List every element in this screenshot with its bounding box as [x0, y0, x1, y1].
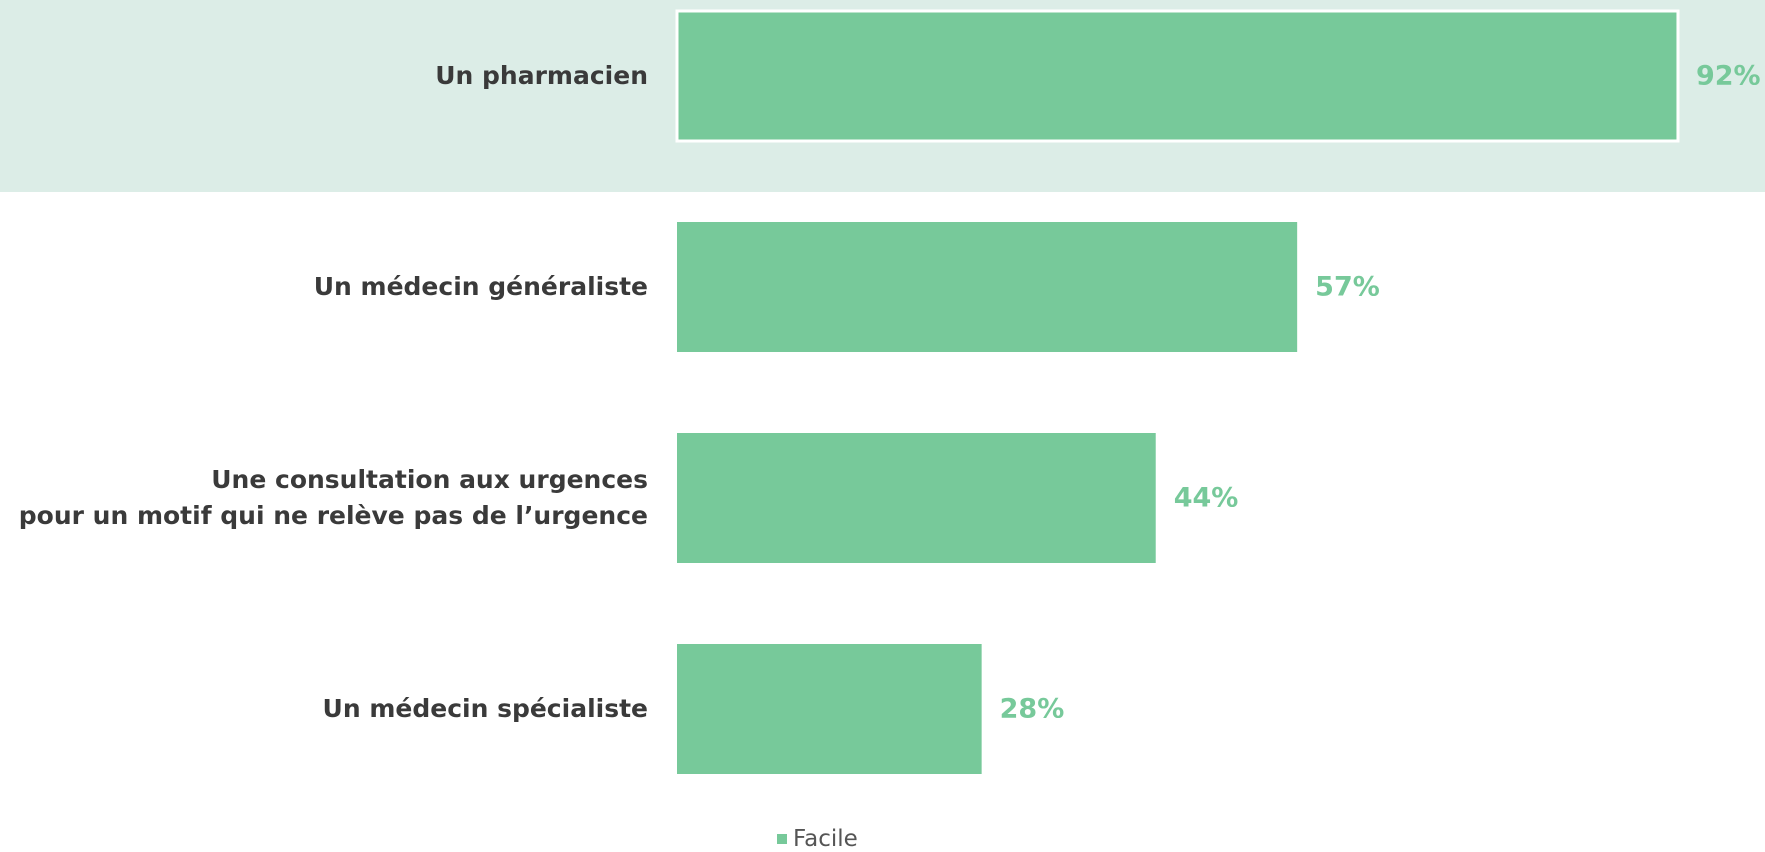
- category-label: Un médecin spécialiste: [322, 694, 648, 723]
- bar: [677, 433, 1156, 563]
- value-label: 28%: [999, 693, 1065, 725]
- value-label: 44%: [1173, 482, 1239, 514]
- category-label: Un pharmacien: [435, 61, 648, 90]
- value-label: 57%: [1315, 271, 1380, 303]
- bar: [677, 222, 1298, 352]
- category-label: Une consultation aux urgences pour un mo…: [18, 465, 648, 530]
- legend-swatch: [777, 834, 787, 844]
- value-label: 92%: [1695, 60, 1761, 92]
- category-label: Un médecin généraliste: [313, 272, 648, 301]
- legend-label: Facile: [793, 826, 858, 852]
- bar: [675, 9, 1680, 143]
- bar: [677, 644, 982, 774]
